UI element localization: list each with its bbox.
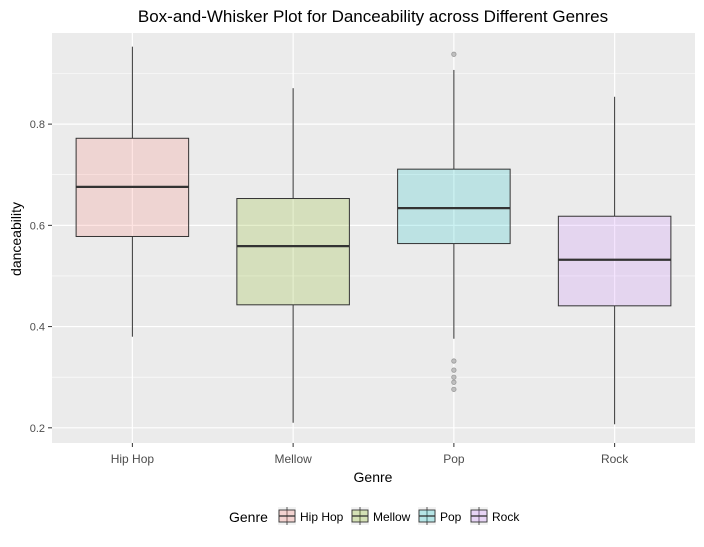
legend-label: Pop	[440, 510, 462, 524]
legend-label: Hip Hop	[300, 510, 344, 524]
box-pop	[397, 51, 511, 392]
outlier-point	[451, 379, 457, 385]
box-body	[236, 198, 350, 306]
y-axis-label: danceability	[8, 202, 24, 276]
outlier-point	[451, 51, 457, 57]
box-rock	[557, 96, 672, 425]
boxes	[75, 46, 672, 425]
axes: 0.2 0.4 0.6 0.8 Hip Hop Mellow Pop Rock	[30, 119, 630, 466]
legend: Genre Hip Hop Mellow Pop Rock	[229, 507, 520, 525]
box-hip-hop	[75, 46, 190, 337]
outlier-point	[451, 367, 457, 373]
box-mellow	[236, 88, 350, 423]
x-tick-label: Mellow	[274, 452, 312, 466]
legend-item-pop: Pop	[418, 507, 462, 525]
legend-label: Mellow	[373, 510, 411, 524]
x-tick-label: Rock	[601, 452, 629, 466]
y-tick-label: 0.8	[30, 119, 45, 131]
chart-title: Box-and-Whisker Plot for Danceability ac…	[138, 7, 608, 26]
outlier-point	[451, 374, 457, 380]
box-body	[397, 168, 511, 245]
legend-label: Rock	[492, 510, 520, 524]
outlier-point	[451, 358, 457, 364]
box-body	[557, 215, 672, 307]
legend-item-rock: Rock	[470, 507, 520, 525]
legend-item-mellow: Mellow	[351, 507, 411, 525]
x-tick-label: Hip Hop	[111, 452, 155, 466]
plot-panel	[52, 33, 695, 443]
outlier-point	[451, 386, 457, 392]
y-tick-label: 0.2	[30, 423, 45, 435]
legend-title: Genre	[229, 509, 268, 525]
y-tick-label: 0.6	[30, 220, 45, 232]
y-tick-label: 0.4	[30, 322, 45, 334]
x-tick-label: Pop	[443, 452, 465, 466]
legend-item-hip-hop: Hip Hop	[278, 507, 344, 525]
x-axis-label: Genre	[354, 469, 393, 485]
